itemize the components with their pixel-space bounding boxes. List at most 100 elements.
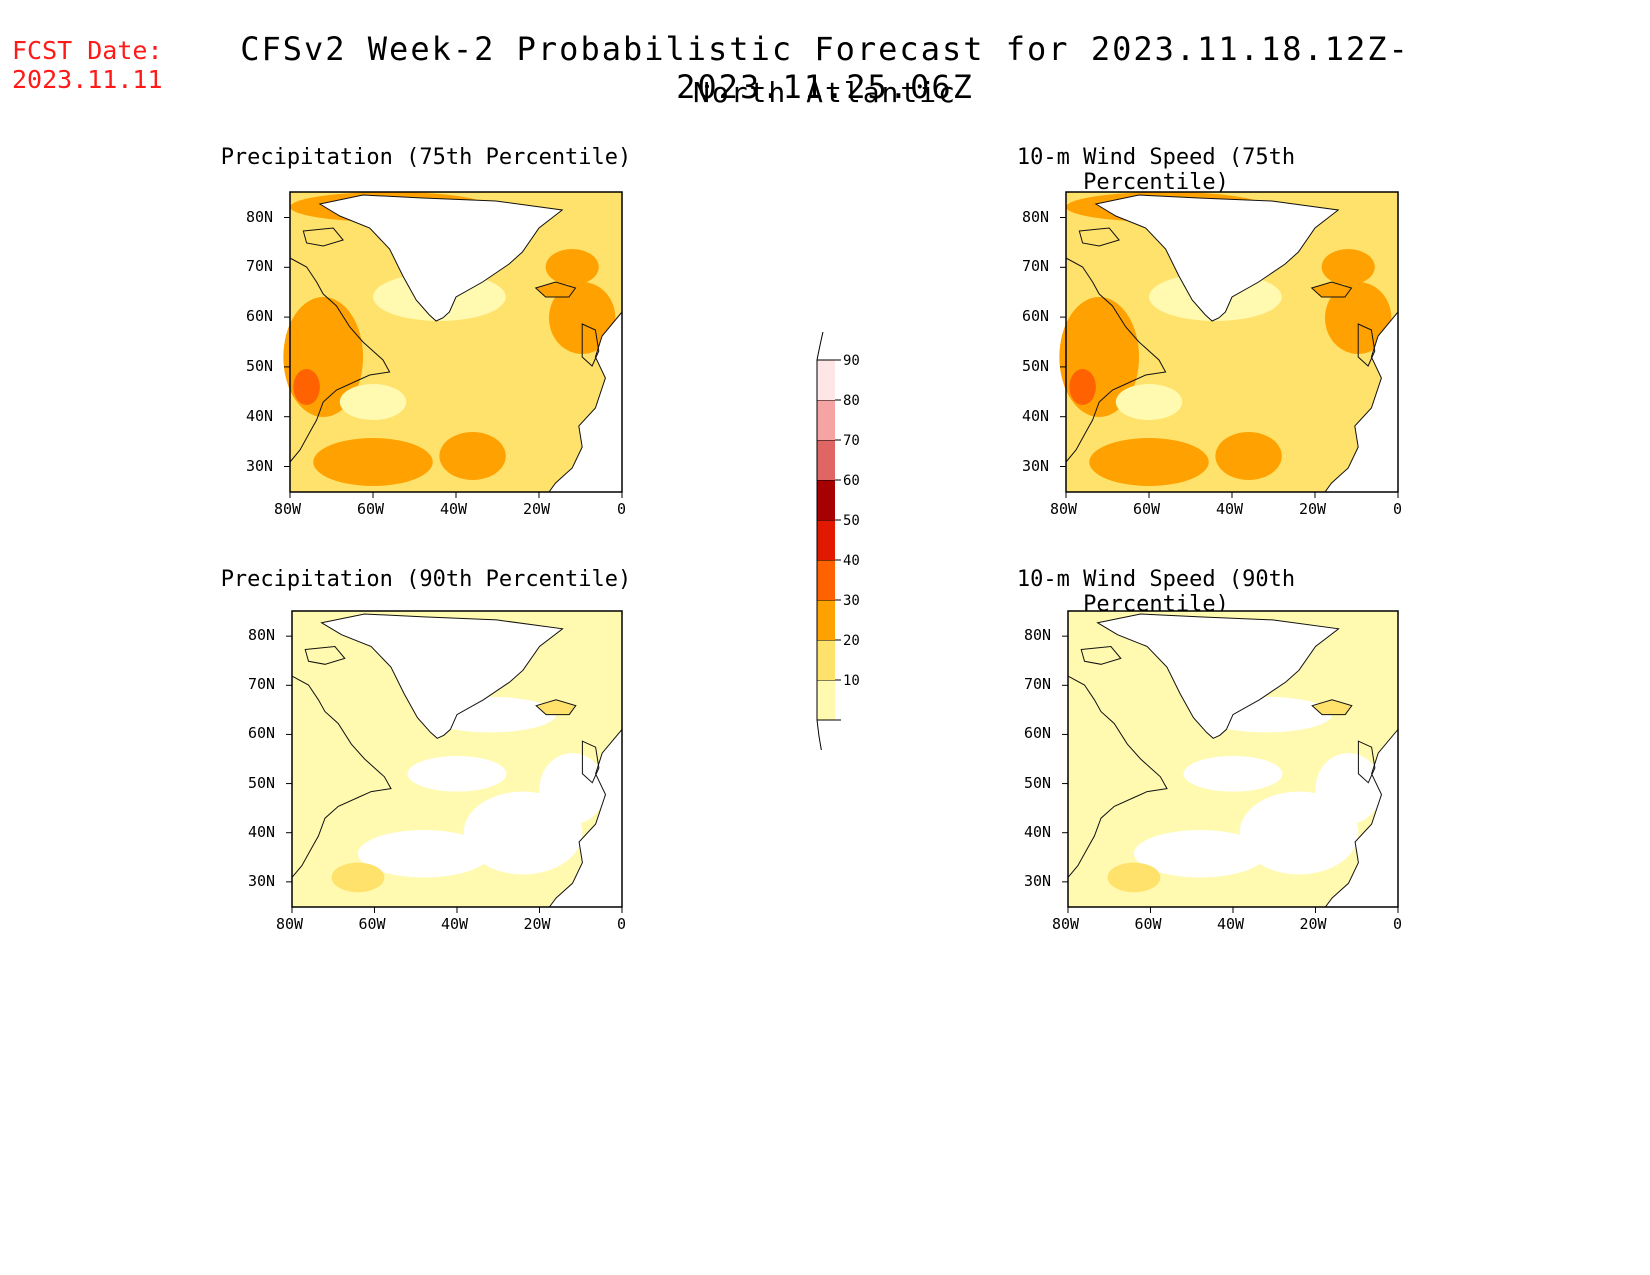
- north-america-coastline: [1067, 675, 1168, 878]
- lat-label: 30N: [248, 871, 276, 890]
- lat-label: 50N: [1022, 356, 1050, 375]
- shaded-region: [339, 384, 407, 420]
- colorbar-label: 60: [843, 473, 860, 489]
- lon-label: 20W: [523, 915, 551, 933]
- lat-label: 80N: [246, 207, 274, 226]
- fcst-label-text: FCST Date:: [12, 36, 163, 65]
- colorbar: 10 20 30 40 50 60 70 80 90: [816, 331, 860, 750]
- lon-label: 80W: [1052, 915, 1080, 933]
- colorbar-top-arrow: [816, 331, 824, 361]
- north-america-coastline: [1065, 257, 1167, 463]
- iceland-outline: [1310, 281, 1353, 298]
- lon-label: 20W: [1299, 500, 1327, 518]
- lon-label: 0: [617, 500, 627, 518]
- lat-label: 50N: [248, 773, 276, 792]
- arctic-islands-outline: [1080, 645, 1122, 665]
- lat-label: 40N: [248, 822, 276, 841]
- shaded-region: [358, 830, 490, 878]
- colorbar-segment: [817, 520, 835, 560]
- lon-label: 80W: [1050, 500, 1078, 518]
- lon-label: 0: [1393, 500, 1403, 518]
- lon-label: 0: [1393, 915, 1403, 933]
- lon-label: 60W: [357, 500, 385, 518]
- map-wind75: [1059, 191, 1399, 498]
- shaded-region: [439, 432, 506, 480]
- lat-label: 70N: [1022, 257, 1050, 276]
- panel-title-precip90: Precipitation (90th Percentile): [220, 567, 632, 592]
- lat-label: 60N: [1024, 724, 1052, 743]
- colorbar-label: 40: [843, 553, 860, 569]
- lat-label: 50N: [1024, 773, 1052, 792]
- lon-label: 60W: [358, 915, 386, 933]
- shaded-region: [331, 862, 385, 893]
- lon-label: 40W: [441, 915, 469, 933]
- british-isles-outline: [581, 323, 600, 367]
- lon-label: 80W: [274, 500, 302, 518]
- shaded-region: [1134, 830, 1266, 878]
- lat-label: 30N: [1022, 456, 1050, 475]
- lat-label: 60N: [248, 724, 276, 743]
- lat-label: 60N: [1022, 307, 1050, 326]
- lat-label: 60N: [246, 307, 274, 326]
- colorbar-label: 90: [843, 353, 860, 369]
- lon-label: 60W: [1134, 915, 1162, 933]
- lat-label: 80N: [248, 626, 276, 645]
- map-wind90: [1062, 610, 1399, 913]
- greenland-outline: [1094, 194, 1340, 322]
- lat-label: 80N: [1024, 626, 1052, 645]
- lat-label: 70N: [248, 675, 276, 694]
- lon-label: 40W: [1216, 500, 1244, 518]
- greenland-outline: [320, 613, 564, 739]
- lat-label: 40N: [1022, 406, 1050, 425]
- lat-label: 40N: [246, 406, 274, 425]
- arctic-islands-outline: [304, 645, 346, 665]
- colorbar-label: 70: [843, 433, 860, 449]
- colorbar-segment: [817, 600, 835, 640]
- shaded-region: [1107, 862, 1161, 893]
- colorbar-label: 50: [843, 513, 860, 529]
- colorbar-segment: [817, 440, 835, 480]
- british-isles-outline: [581, 740, 600, 784]
- map-precip90: [286, 610, 623, 913]
- lon-label: 40W: [440, 500, 468, 518]
- colorbar-label: 30: [843, 593, 860, 609]
- lat-label: 70N: [1024, 675, 1052, 694]
- shaded-region: [407, 756, 507, 792]
- colorbar-segment: [817, 360, 835, 400]
- shaded-region: [293, 369, 320, 405]
- lat-label: 30N: [246, 456, 274, 475]
- lon-label: 20W: [523, 500, 551, 518]
- panel-title-wind90: 10-m Wind Speed (90th Percentile): [1016, 567, 1296, 617]
- north-america-coastline: [291, 675, 392, 878]
- colorbar-segment: [817, 640, 835, 680]
- shaded-region: [313, 438, 433, 486]
- iceland-outline: [534, 281, 577, 298]
- colorbar-segment: [817, 400, 835, 440]
- arctic-islands-outline: [1078, 227, 1120, 247]
- shaded-region: [1183, 756, 1283, 792]
- lon-label: 20W: [1299, 915, 1327, 933]
- region-subtitle: North Atlantic: [692, 76, 957, 109]
- shaded-region: [1215, 432, 1282, 480]
- shaded-region: [1315, 753, 1382, 825]
- lat-label: 70N: [246, 257, 274, 276]
- shaded-region: [545, 249, 599, 285]
- colorbar-bottom-arrow: [816, 719, 822, 750]
- shaded-region: [1324, 282, 1392, 354]
- panel-title-precip75: Precipitation (75th Percentile): [220, 145, 632, 170]
- colorbar-label: 20: [843, 633, 860, 649]
- colorbar-segment: [817, 560, 835, 600]
- british-isles-outline: [1357, 323, 1376, 367]
- lat-label: 50N: [246, 356, 274, 375]
- lon-label: 40W: [1217, 915, 1245, 933]
- arctic-islands-outline: [302, 227, 344, 247]
- lat-label: 40N: [1024, 822, 1052, 841]
- colorbar-segment: [817, 680, 835, 720]
- colorbar-label: 10: [843, 673, 860, 689]
- map-precip75: [283, 191, 623, 498]
- colorbar-label: 80: [843, 393, 860, 409]
- greenland-outline: [318, 194, 564, 322]
- lon-label: 0: [617, 915, 627, 933]
- colorbar-segment: [817, 480, 835, 520]
- main-title: CFSv2 Week-2 Probabilistic Forecast for …: [240, 30, 1410, 106]
